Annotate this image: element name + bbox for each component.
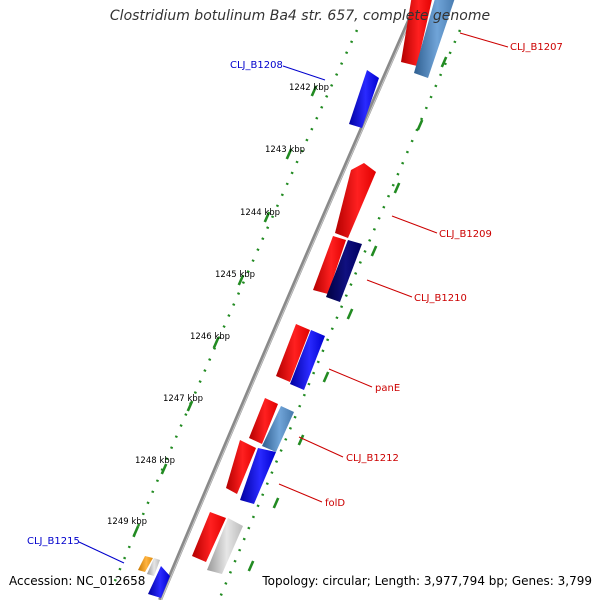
cds-feature [249, 398, 278, 444]
cds-feature [138, 556, 153, 572]
tick-label: 1244 kbp [240, 208, 280, 218]
cds-feature [401, 0, 432, 66]
genome-backbone [158, 0, 420, 600]
tick-label: 1248 kbp [135, 456, 175, 466]
genome-summary: Topology: circular; Length: 3,977,794 bp… [262, 574, 592, 588]
cds-feature [262, 406, 294, 452]
inner-dotted-ring [110, 29, 359, 589]
cds-feature [335, 163, 376, 238]
tick-mark [310, 85, 318, 97]
tick-mark [346, 308, 354, 320]
tick-mark [160, 463, 168, 475]
gene-label-fold[interactable]: folD [325, 498, 345, 509]
tick-mark [263, 211, 271, 223]
tick-marks [132, 56, 448, 572]
gene-label-pane[interactable]: panE [375, 383, 400, 394]
cds-feature [290, 330, 325, 390]
cds-feature [207, 518, 243, 574]
tick-mark [297, 434, 305, 446]
cds-feature [148, 566, 170, 598]
cds-feature [192, 512, 226, 562]
cds-feature [414, 0, 455, 78]
tick-label: 1249 kbp [107, 517, 147, 527]
tick-mark [186, 400, 194, 412]
cds-feature [326, 240, 362, 302]
cds-feature [240, 448, 276, 504]
map-title: Clostridium botulinum Ba4 str. 657, comp… [109, 8, 491, 24]
tick-mark [393, 182, 401, 194]
cds-feature [276, 324, 310, 382]
gene-label-clj-b1210[interactable]: CLJ_B1210 [414, 293, 467, 304]
cds-feature [349, 70, 379, 128]
gene-label-clj-b1208[interactable]: CLJ_B1208 [230, 60, 283, 71]
gene-label-clj-b1212[interactable]: CLJ_B1212 [346, 453, 399, 464]
tick-mark [212, 337, 220, 349]
accession-label: Accession: NC_012658 [9, 574, 146, 588]
tick-mark [322, 371, 330, 383]
tick-label: 1245 kbp [215, 270, 255, 280]
tick-mark [132, 525, 140, 537]
outer-dotted-ring [217, 29, 462, 600]
tick-mark [370, 245, 378, 257]
tick-label: 1247 kbp [163, 394, 203, 404]
cds-feature [147, 558, 160, 576]
tick-mark [440, 56, 448, 68]
gene-label-clj-b1209[interactable]: CLJ_B1209 [439, 229, 492, 240]
tick-mark [272, 497, 280, 509]
genome-backbone-highlight [160, 0, 420, 600]
gene-leader-lines [78, 32, 509, 564]
tick-mark [416, 119, 424, 131]
tick-label: 1242 kbp [289, 83, 329, 93]
tick-label: 1246 kbp [190, 332, 230, 342]
gene-label-clj-b1207[interactable]: CLJ_B1207 [510, 42, 563, 53]
tick-mark [247, 560, 255, 572]
cds-features [138, 0, 455, 598]
tick-label: 1243 kbp [265, 145, 305, 155]
tick-mark [237, 274, 245, 286]
gene-label-clj-b1215[interactable]: CLJ_B1215 [27, 536, 80, 547]
tick-mark [285, 148, 293, 160]
cds-feature [313, 236, 346, 294]
cds-feature [226, 440, 256, 494]
